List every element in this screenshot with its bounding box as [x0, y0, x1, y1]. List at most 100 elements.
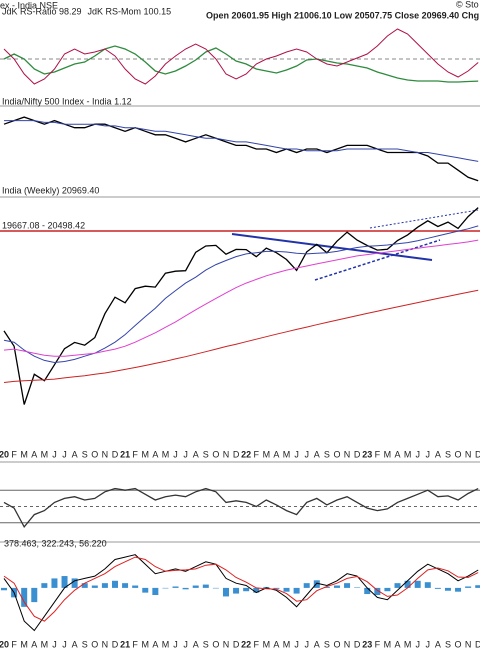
x-tick-label: 22: [241, 639, 251, 649]
x-tick-label: F: [132, 639, 138, 649]
histogram-bar: [374, 587, 381, 595]
histogram-bar: [192, 585, 199, 588]
x-tick-label: 20: [0, 449, 9, 459]
x-tick-label: J: [426, 449, 431, 459]
x-tick-label: J: [173, 639, 178, 649]
x-tick-label: J: [304, 449, 309, 459]
x-tick-label: M: [162, 639, 170, 649]
x-tick-label: N: [344, 449, 351, 459]
x-tick-label: O: [333, 639, 340, 649]
histogram-bar: [91, 585, 98, 588]
x-tick-label: A: [152, 639, 158, 649]
x-tick-label: J: [415, 639, 420, 649]
x-tick-label: A: [395, 449, 401, 459]
histogram-bar: [182, 587, 189, 590]
histogram-bar: [323, 586, 330, 588]
x-tick-label: D: [475, 449, 480, 459]
x-tick-label: A: [31, 639, 37, 649]
quote: Open 20601.95 High 21006.10 Low 20507.75…: [206, 10, 480, 20]
histogram-bar: [333, 585, 340, 588]
legend-label: JdK RS-Ratio 98.29: [2, 6, 82, 16]
x-tick-label: A: [273, 449, 279, 459]
x-tick-label: A: [31, 449, 37, 459]
histogram-bar: [81, 583, 88, 588]
x-tick-label: A: [314, 639, 320, 649]
x-tick-label: M: [384, 639, 392, 649]
x-tick-label: A: [193, 639, 199, 649]
histogram-bar: [253, 587, 260, 593]
x-tick-label: F: [375, 449, 381, 459]
histogram-bar: [71, 578, 78, 588]
histogram-bar: [132, 585, 139, 588]
x-tick-label: M: [404, 639, 412, 649]
x-tick-label: A: [395, 639, 401, 649]
annotation: 19667.08 - 20498.42: [2, 220, 85, 230]
x-tick-label: M: [263, 449, 271, 459]
legend-label: India (Weekly) 20969.40: [2, 185, 99, 195]
x-tick-label: D: [112, 449, 119, 459]
histogram-bar: [61, 576, 68, 588]
x-tick-label: J: [294, 449, 299, 459]
x-tick-label: D: [354, 449, 361, 459]
x-tick-label: N: [465, 639, 472, 649]
x-tick-label: J: [294, 639, 299, 649]
histogram-bar: [414, 580, 421, 588]
x-tick-label: S: [324, 449, 330, 459]
x-tick-label: M: [142, 639, 150, 649]
legend-label: JdK RS-Mom 100.15: [88, 6, 172, 16]
x-tick-label: D: [354, 639, 361, 649]
x-tick-label: M: [142, 449, 150, 459]
x-tick-label: N: [465, 449, 472, 459]
x-tick-label: M: [283, 639, 291, 649]
x-tick-label: A: [273, 639, 279, 649]
trend-line: [314, 239, 441, 281]
x-tick-label: O: [91, 639, 98, 649]
x-tick-label: M: [41, 639, 49, 649]
x-tick-label: S: [324, 639, 330, 649]
x-tick-label: F: [11, 639, 17, 649]
series-line: [3, 28, 479, 85]
histogram-bar: [394, 583, 401, 588]
x-tick-label: D: [475, 639, 480, 649]
x-tick-label: J: [183, 639, 188, 649]
histogram-bar: [172, 586, 179, 588]
legend-label: India/Nifty 500 Index - India 1.12: [2, 96, 132, 106]
chart-title: ex - India NSE: [0, 0, 58, 10]
x-tick-label: N: [223, 449, 230, 459]
indicator-label: 378.463, 322.243, 56.220: [4, 538, 107, 548]
x-tick-label: D: [233, 639, 240, 649]
x-tick-label: S: [82, 639, 88, 649]
x-tick-label: D: [112, 639, 119, 649]
series-line: [3, 225, 479, 364]
series-line: [3, 116, 479, 182]
histogram-bar: [364, 587, 371, 595]
x-tick-label: F: [254, 639, 260, 649]
x-tick-label: M: [20, 639, 28, 649]
series-line: [3, 556, 479, 622]
x-tick-label: M: [283, 449, 291, 459]
histogram-bar: [444, 587, 451, 591]
histogram-bar: [212, 587, 219, 589]
x-tick-label: 21: [120, 639, 130, 649]
x-tick-label: A: [72, 449, 78, 459]
histogram-bar: [101, 583, 108, 588]
x-tick-label: 22: [241, 449, 251, 459]
histogram-bar: [273, 587, 280, 589]
x-tick-label: F: [375, 639, 381, 649]
x-tick-label: A: [314, 449, 320, 459]
histogram-bar: [142, 587, 149, 593]
histogram-bar: [404, 580, 411, 588]
histogram-bar: [122, 583, 129, 588]
histogram-bar: [233, 587, 240, 594]
x-tick-label: O: [455, 449, 462, 459]
series-line: [3, 487, 479, 529]
x-tick-label: 23: [362, 449, 372, 459]
x-tick-label: J: [415, 449, 420, 459]
x-tick-label: J: [62, 449, 67, 459]
x-tick-label: A: [152, 449, 158, 459]
x-tick-label: M: [162, 449, 170, 459]
histogram-bar: [31, 587, 38, 603]
x-tick-label: O: [212, 449, 219, 459]
x-tick-label: A: [435, 639, 441, 649]
